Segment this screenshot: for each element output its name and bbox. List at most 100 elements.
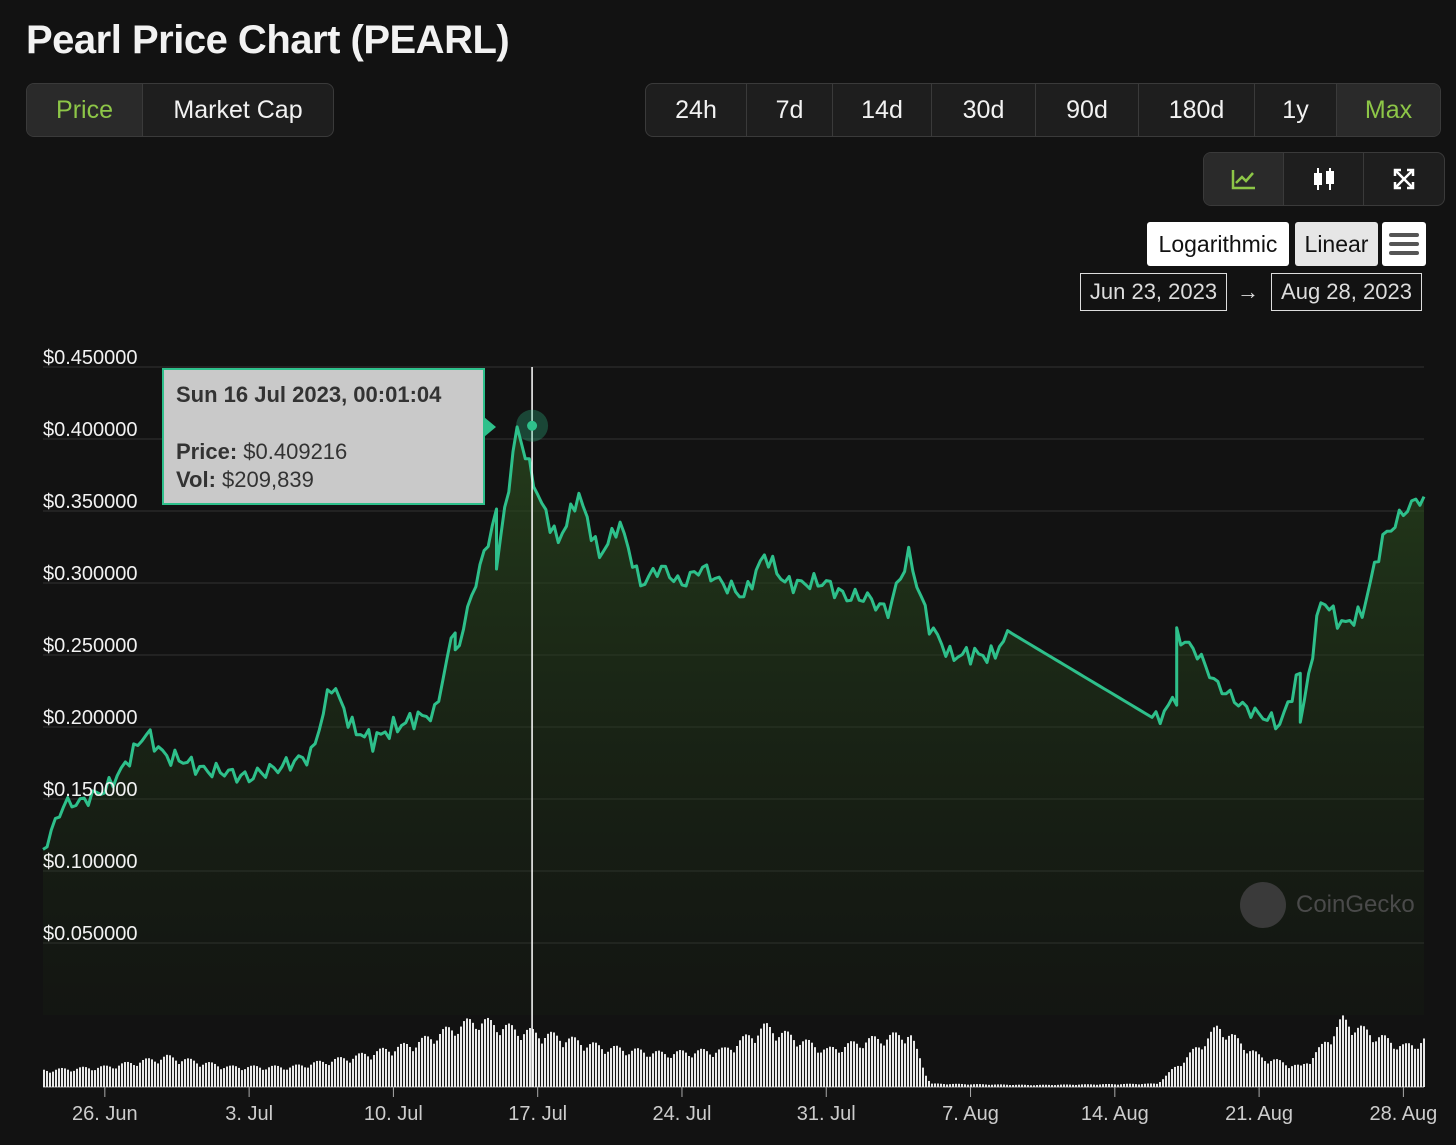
- x-tick-label: 3. Jul: [225, 1103, 273, 1125]
- volume-bar: [592, 1042, 594, 1087]
- volume-bar: [1327, 1042, 1329, 1087]
- volume-bar: [958, 1083, 960, 1087]
- volume-bar: [406, 1044, 408, 1087]
- volume-bar: [226, 1066, 228, 1087]
- volume-bar: [1168, 1072, 1170, 1087]
- date-to-input[interactable]: Aug 28, 2023: [1271, 273, 1422, 311]
- volume-bar: [1198, 1047, 1200, 1087]
- volume-bar: [1051, 1085, 1053, 1087]
- chart-menu-button[interactable]: [1382, 222, 1426, 266]
- y-tick-label: $0.250000: [43, 635, 138, 657]
- volume-bar: [691, 1057, 693, 1087]
- volume-bar: [235, 1066, 237, 1087]
- volume-bar: [274, 1065, 276, 1087]
- volume-bar: [352, 1058, 354, 1087]
- volume-bar: [403, 1042, 405, 1087]
- volume-bar: [328, 1065, 330, 1087]
- volume-bar: [1027, 1084, 1029, 1087]
- tab-price[interactable]: Price: [27, 84, 143, 136]
- volume-bar: [553, 1032, 555, 1087]
- x-tick-label: 24. Jul: [653, 1103, 712, 1125]
- volume-bar: [1348, 1026, 1350, 1087]
- volume-bar: [490, 1020, 492, 1087]
- logarithmic-button[interactable]: Logarithmic: [1147, 222, 1289, 266]
- volume-bar: [172, 1057, 174, 1087]
- volume-bar: [97, 1067, 99, 1087]
- volume-bar: [223, 1068, 225, 1087]
- volume-bar: [445, 1026, 447, 1087]
- tab-market-cap[interactable]: Market Cap: [173, 95, 303, 124]
- volume-bar: [1399, 1046, 1401, 1087]
- volume-bar: [1192, 1048, 1194, 1087]
- volume-bar: [610, 1048, 612, 1087]
- volume-bar: [166, 1054, 168, 1087]
- volume-bar: [1042, 1084, 1044, 1087]
- fullscreen-button[interactable]: [1364, 153, 1444, 205]
- volume-bar: [1297, 1064, 1299, 1087]
- volume-bar: [547, 1033, 549, 1087]
- volume-bar: [220, 1069, 222, 1087]
- volume-bar: [913, 1040, 915, 1087]
- volume-bar: [661, 1051, 663, 1087]
- linear-button[interactable]: Linear: [1295, 222, 1378, 266]
- range-180d[interactable]: 180d: [1139, 84, 1255, 136]
- volume-bar: [529, 1028, 531, 1087]
- volume-bar: [763, 1023, 765, 1087]
- volume-bar: [349, 1062, 351, 1087]
- volume-bar: [1270, 1061, 1272, 1087]
- volume-bar: [1321, 1043, 1323, 1087]
- volume-bar: [739, 1040, 741, 1087]
- y-tick-label: $0.100000: [43, 851, 138, 873]
- volume-bar: [49, 1072, 51, 1087]
- range-14d[interactable]: 14d: [833, 84, 932, 136]
- volume-bar: [1378, 1037, 1380, 1087]
- volume-bar: [991, 1084, 993, 1087]
- range-1y[interactable]: 1y: [1255, 84, 1337, 136]
- volume-bar: [184, 1059, 186, 1087]
- volume-bar: [757, 1035, 759, 1087]
- volume-bar: [280, 1067, 282, 1087]
- line-chart-button[interactable]: [1204, 153, 1284, 205]
- volume-bar: [619, 1047, 621, 1087]
- volume-bar: [1267, 1063, 1269, 1087]
- volume-bar: [655, 1051, 657, 1087]
- volume-bar: [1405, 1043, 1407, 1087]
- volume-bar: [415, 1047, 417, 1087]
- y-tick-label: $0.200000: [43, 707, 138, 729]
- volume-bar: [271, 1065, 273, 1087]
- volume-bar: [583, 1050, 585, 1087]
- volume-bar: [463, 1021, 465, 1087]
- volume-bar: [1084, 1084, 1086, 1087]
- volume-bar: [1069, 1084, 1071, 1087]
- volume-bar: [1156, 1083, 1158, 1087]
- volume-bar: [1351, 1034, 1353, 1087]
- candlestick-button[interactable]: [1284, 153, 1364, 205]
- volume-bar: [1180, 1066, 1182, 1087]
- date-from-input[interactable]: Jun 23, 2023: [1080, 273, 1227, 311]
- range-7d[interactable]: 7d: [747, 84, 833, 136]
- volume-bar: [742, 1036, 744, 1087]
- menu-icon-bar: [1389, 242, 1419, 246]
- volume-bar: [376, 1051, 378, 1087]
- y-tick-label: $0.150000: [43, 779, 138, 801]
- volume-bar: [1420, 1043, 1422, 1087]
- volume-bar: [544, 1037, 546, 1087]
- volume-bar: [931, 1083, 933, 1087]
- range-24h[interactable]: 24h: [646, 84, 747, 136]
- volume-bar: [781, 1032, 783, 1087]
- volume-bar: [877, 1038, 879, 1087]
- x-tick-label: 14. Aug: [1081, 1103, 1149, 1125]
- range-30d[interactable]: 30d: [932, 84, 1036, 136]
- volume-bar: [484, 1019, 486, 1087]
- range-90d[interactable]: 90d: [1036, 84, 1139, 136]
- volume-bar: [535, 1032, 537, 1087]
- volume-bar: [1393, 1048, 1395, 1087]
- volume-bar: [1066, 1084, 1068, 1087]
- range-max[interactable]: Max: [1337, 84, 1440, 136]
- volume-bar: [265, 1069, 267, 1087]
- volume-bar: [643, 1052, 645, 1087]
- y-tick-label: $0.400000: [43, 419, 138, 441]
- volume-bar: [622, 1050, 624, 1087]
- volume-bar: [559, 1040, 561, 1087]
